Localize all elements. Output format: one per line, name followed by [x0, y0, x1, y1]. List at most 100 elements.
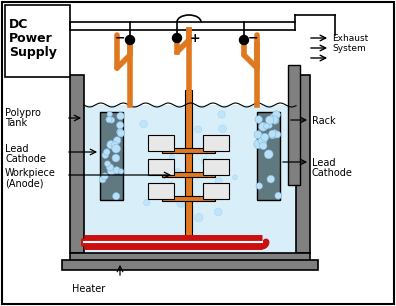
Circle shape [254, 131, 262, 139]
Bar [148, 183, 174, 199]
Bar [296, 75, 310, 253]
Circle shape [264, 150, 273, 159]
Text: Tank: Tank [5, 118, 27, 128]
Text: Rack: Rack [312, 116, 336, 126]
Circle shape [194, 214, 203, 222]
Circle shape [205, 185, 211, 191]
Circle shape [259, 122, 268, 131]
Circle shape [112, 154, 120, 162]
Circle shape [140, 120, 148, 128]
Bar [203, 135, 229, 151]
Circle shape [106, 117, 112, 123]
Circle shape [221, 162, 227, 169]
Circle shape [195, 126, 202, 133]
Circle shape [267, 123, 272, 128]
Text: Workpiece: Workpiece [5, 168, 56, 178]
Circle shape [102, 152, 109, 159]
Circle shape [111, 142, 118, 148]
Circle shape [99, 176, 106, 183]
Circle shape [269, 132, 276, 139]
Circle shape [101, 173, 108, 180]
Text: Lead: Lead [5, 144, 29, 154]
Circle shape [118, 169, 124, 174]
Circle shape [107, 167, 116, 175]
Circle shape [143, 200, 150, 206]
Circle shape [202, 158, 208, 164]
Circle shape [264, 123, 269, 129]
Bar [148, 159, 174, 175]
Circle shape [117, 130, 125, 137]
Circle shape [267, 175, 274, 183]
Text: Exhaust: Exhaust [332, 33, 368, 43]
Circle shape [232, 175, 238, 180]
Circle shape [173, 33, 181, 43]
Circle shape [240, 35, 249, 44]
Bar [70, 253, 310, 267]
Circle shape [254, 140, 263, 148]
Circle shape [214, 208, 222, 216]
Circle shape [170, 169, 175, 174]
Circle shape [107, 140, 115, 149]
Bar [203, 159, 229, 175]
Circle shape [270, 130, 278, 138]
Text: Polypro: Polypro [5, 108, 41, 118]
Text: Heater: Heater [72, 284, 105, 294]
Bar [100, 112, 123, 200]
Bar [203, 183, 229, 199]
Bar [288, 65, 300, 185]
Circle shape [271, 117, 279, 124]
Bar [70, 75, 84, 253]
Text: Power: Power [9, 32, 53, 45]
Circle shape [105, 161, 110, 167]
Circle shape [109, 117, 114, 123]
Circle shape [116, 122, 124, 129]
Circle shape [255, 116, 263, 123]
Bar [84, 105, 296, 253]
Circle shape [261, 133, 269, 141]
Circle shape [275, 192, 282, 199]
Circle shape [260, 142, 267, 150]
Bar [257, 112, 280, 200]
Text: Lead: Lead [312, 158, 335, 168]
Circle shape [274, 131, 281, 138]
Circle shape [107, 111, 112, 117]
Bar [5, 5, 70, 77]
Circle shape [160, 136, 168, 145]
Circle shape [272, 111, 280, 119]
Circle shape [104, 149, 110, 155]
Bar [162, 196, 215, 201]
Circle shape [268, 130, 276, 138]
Circle shape [258, 136, 267, 145]
Bar [162, 172, 215, 177]
Text: System: System [332, 43, 366, 53]
Circle shape [270, 114, 276, 120]
Circle shape [112, 192, 120, 200]
Text: +: + [190, 32, 200, 44]
Text: −: − [248, 32, 258, 44]
Circle shape [219, 125, 227, 132]
Circle shape [177, 200, 185, 207]
Circle shape [265, 116, 274, 124]
Circle shape [156, 139, 163, 147]
Circle shape [270, 116, 278, 124]
Text: (Anode): (Anode) [5, 178, 44, 188]
Circle shape [168, 182, 175, 188]
Text: DC: DC [9, 18, 29, 31]
Bar [148, 135, 174, 151]
Circle shape [117, 112, 124, 120]
Text: −: − [115, 32, 125, 44]
Circle shape [112, 144, 120, 153]
Text: Cathode: Cathode [5, 154, 46, 164]
Circle shape [218, 110, 225, 118]
Circle shape [213, 166, 221, 173]
Circle shape [256, 183, 263, 189]
Circle shape [117, 129, 124, 135]
Circle shape [126, 35, 135, 44]
Circle shape [114, 137, 121, 144]
Circle shape [174, 169, 181, 176]
Bar [185, 90, 192, 238]
Circle shape [113, 167, 120, 174]
Bar [62, 260, 318, 270]
Circle shape [215, 177, 222, 185]
Text: Cathode: Cathode [312, 168, 353, 178]
